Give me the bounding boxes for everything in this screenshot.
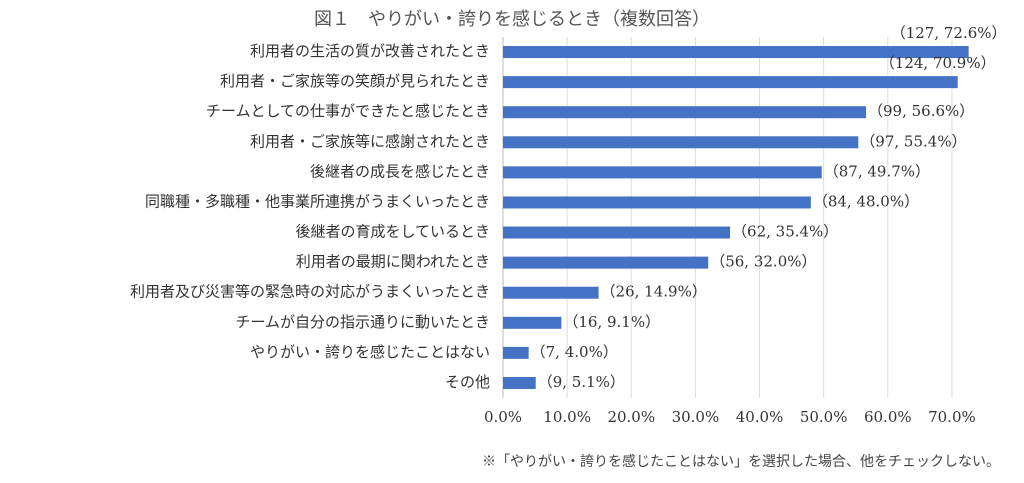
data-label: （97, 55.4%）: [860, 132, 966, 150]
x-tick-label: 60.0%: [864, 408, 912, 426]
y-tick-label: 利用者・ご家族等に感謝されたとき: [250, 132, 490, 150]
data-label: （84, 48.0%）: [813, 192, 919, 210]
x-tick-label: 20.0%: [607, 408, 655, 426]
bar: [503, 256, 709, 269]
chart-title: 図１ やりがい・誇りを感じるとき（複数回答）: [314, 9, 710, 30]
data-label: （127, 72.6%）: [891, 24, 1007, 42]
y-tick-label: 同職種・多職種・他事業所連携がうまくいったとき: [145, 192, 490, 210]
y-tick-label: 利用者の生活の質が改善されたとき: [250, 42, 490, 60]
bar: [503, 196, 811, 209]
y-tick-label: その他: [445, 373, 490, 391]
data-label: （7, 4.0%）: [531, 343, 618, 361]
x-tick-label: 0.0%: [484, 408, 522, 426]
y-tick-label: 後継者の成長を感じたとき: [310, 162, 490, 180]
bar: [503, 376, 536, 389]
bar: [503, 346, 529, 359]
x-tick-label: 70.0%: [928, 408, 976, 426]
x-tick-label: 40.0%: [736, 408, 784, 426]
y-tick-label: チームが自分の指示通りに動いたとき: [235, 313, 490, 331]
bar: [503, 106, 866, 119]
bar: [503, 226, 731, 239]
x-tick-label: 50.0%: [800, 408, 848, 426]
y-tick-label: 利用者及び災害等の緊急時の対応がうまくいったとき: [130, 283, 490, 301]
y-tick-label: やりがい・誇りを感じたことはない: [250, 343, 490, 361]
data-label: （87, 49.7%）: [824, 162, 930, 180]
x-tick-label: 30.0%: [672, 408, 720, 426]
bar: [503, 136, 859, 149]
bar: [503, 46, 969, 59]
data-label: （9, 5.1%）: [538, 373, 625, 391]
y-tick-label: 利用者・ご家族等の笑顔が見られたとき: [220, 72, 490, 90]
footnote: ※「やりがい・誇りを感じたことはない」を選択した場合、他をチェックしない。: [482, 453, 1000, 470]
data-label: （62, 35.4%）: [732, 223, 838, 241]
y-tick-label: 利用者の最期に関われたとき: [296, 253, 490, 271]
data-label: （26, 14.9%）: [601, 283, 707, 301]
bar: [503, 76, 958, 89]
y-tick-label: チームとしての仕事ができたと感じたとき: [206, 102, 490, 120]
bar: [503, 316, 562, 329]
x-tick-label: 10.0%: [543, 408, 591, 426]
y-tick-label: 後継者の育成をしているとき: [295, 223, 490, 241]
data-label: （99, 56.6%）: [868, 102, 974, 120]
data-label: （56, 32.0%）: [710, 253, 816, 271]
data-label: （124, 70.9%）: [880, 54, 996, 72]
bar: [503, 166, 822, 179]
data-label: （16, 9.1%）: [563, 313, 660, 331]
bar: [503, 286, 599, 299]
